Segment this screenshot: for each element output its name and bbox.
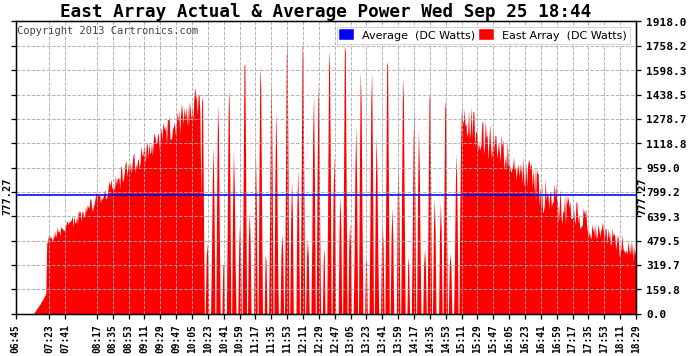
Text: 777.27: 777.27 [3,177,13,214]
Title: East Array Actual & Average Power Wed Sep 25 18:44: East Array Actual & Average Power Wed Se… [60,3,591,21]
Legend: Average  (DC Watts), East Array  (DC Watts): Average (DC Watts), East Array (DC Watts… [337,27,631,44]
Text: 777.27: 777.27 [637,177,647,214]
Text: Copyright 2013 Cartronics.com: Copyright 2013 Cartronics.com [17,26,198,36]
